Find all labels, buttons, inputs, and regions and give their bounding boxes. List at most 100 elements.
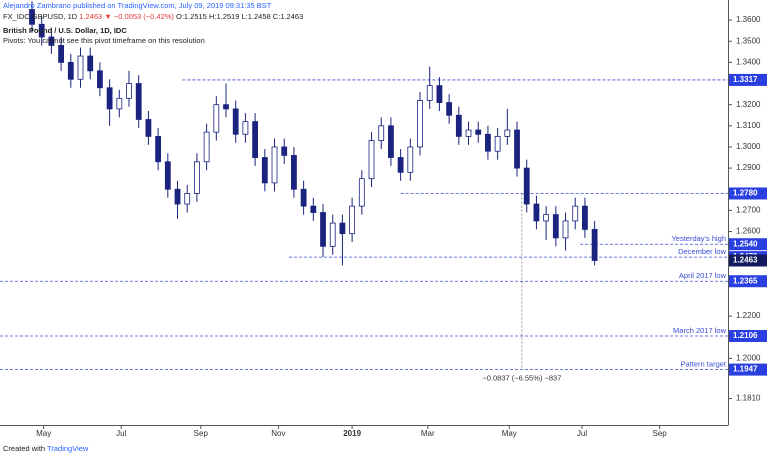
candle-body (552, 214, 559, 239)
level-annotation: December low (678, 247, 727, 256)
candle-body (135, 83, 142, 120)
price-tag (729, 187, 767, 200)
candle-body (358, 178, 365, 207)
candle-body (126, 83, 132, 99)
pivots-note: Pivots: You cannot see this pivot timefr… (3, 36, 205, 45)
candle-body (223, 104, 229, 110)
byline: Alejandro Zambrano published on TradingV… (3, 1, 272, 10)
x-tick-label: May (36, 429, 51, 438)
candle-body (310, 205, 317, 213)
y-tick-label: 1.2700 (736, 205, 761, 214)
candle-body (417, 100, 423, 148)
level-annotation: Yesterday's high (671, 234, 726, 243)
candle-body (67, 61, 74, 80)
candle-body (232, 108, 239, 135)
candle-body (368, 140, 375, 180)
y-tick-label: 1.3000 (736, 142, 761, 151)
y-tick-label: 1.2900 (736, 163, 761, 172)
candle-body (562, 220, 569, 239)
y-tick-label: 1.3500 (736, 36, 761, 45)
x-tick-label: May (502, 429, 517, 438)
candle-body (533, 203, 540, 222)
candle-body (485, 133, 491, 152)
candle-body (388, 125, 394, 158)
x-tick-label: Nov (271, 429, 285, 438)
candle-body (29, 9, 35, 25)
y-tick-label: 1.3100 (736, 121, 761, 130)
candle-body (48, 36, 55, 46)
price-tag-label: 1.3317 (733, 75, 758, 84)
ohlc-low: L:1.2458 (241, 12, 271, 21)
price-tag (729, 238, 767, 251)
footer: Created with TradingView (3, 444, 88, 453)
candle-body (339, 222, 346, 235)
series-title: British Pound / U.S. Dollar, 1D, IDC (3, 26, 127, 35)
candle-body (582, 205, 588, 230)
level-annotation: March 2017 low (673, 326, 727, 335)
x-tick-label: Sep (652, 429, 667, 438)
candle-body (97, 70, 103, 89)
y-tick-label: 1.3600 (736, 15, 761, 24)
candle-body (378, 125, 385, 142)
candle-body (271, 146, 278, 184)
price-axis-bg (729, 0, 768, 425)
y-tick-label: 1.2000 (736, 354, 761, 363)
candle-body (543, 214, 550, 222)
measure-label: −0.0837 (−6.55%) −837 (482, 374, 561, 383)
ohlc-open: O:1.2515 (176, 12, 207, 21)
candle-body (116, 97, 123, 110)
x-tick-label: Jul (577, 429, 587, 438)
candle-body (194, 161, 200, 194)
candle-body (349, 205, 356, 235)
candle-body (145, 119, 152, 137)
ohlc-high: H:1.2519 (208, 12, 240, 21)
candle-body (261, 157, 268, 184)
x-tick-label: Mar (421, 429, 435, 438)
x-tick-label: 2019 (343, 429, 361, 438)
price-tag (729, 275, 767, 288)
candle-body (58, 45, 65, 63)
price-tag-label: 1.2463 (733, 256, 758, 265)
candle-body (155, 135, 162, 163)
x-tick-label: Sep (194, 429, 209, 438)
y-tick-label: 1.2600 (736, 227, 761, 236)
candle-body (87, 55, 94, 72)
price-tag-label: 1.1947 (733, 365, 758, 374)
price-tag (729, 363, 767, 376)
candle-body (514, 129, 520, 169)
price-tag (729, 254, 767, 267)
price-tag-label: 1.2540 (733, 239, 758, 248)
candle-body (77, 55, 84, 80)
candle-body (475, 129, 482, 135)
candle-body (300, 188, 307, 207)
y-tick-label: 1.1810 (736, 394, 761, 403)
candle-body (242, 121, 249, 135)
candle-body (572, 205, 579, 222)
candle-body (523, 167, 530, 205)
candle-body (106, 87, 113, 110)
candle-body (252, 121, 259, 158)
arrow: ▼ (104, 12, 112, 21)
price-tag-label: 1.2780 (733, 189, 758, 198)
candle-body (436, 85, 443, 103)
candle-body (397, 157, 404, 173)
candle-body (426, 85, 433, 101)
candle-body (281, 146, 288, 156)
price-tag-label: 1.2106 (733, 331, 758, 340)
price-tag-label: 1.2365 (733, 276, 758, 285)
candle-body (494, 135, 501, 152)
candle-body (446, 102, 453, 116)
price-tag (729, 329, 767, 342)
ohlc-close: C:1.2463 (272, 12, 304, 21)
candle-body (164, 161, 171, 190)
change: −0.0053 (−0.42%) (113, 12, 174, 21)
candle-body (184, 193, 191, 205)
candle-body (203, 131, 210, 163)
candle-body (291, 155, 297, 190)
candle-body (213, 104, 220, 133)
price: 1.2463 (79, 12, 103, 21)
x-tick-label: Jul (116, 429, 126, 438)
price-tag (729, 73, 767, 86)
